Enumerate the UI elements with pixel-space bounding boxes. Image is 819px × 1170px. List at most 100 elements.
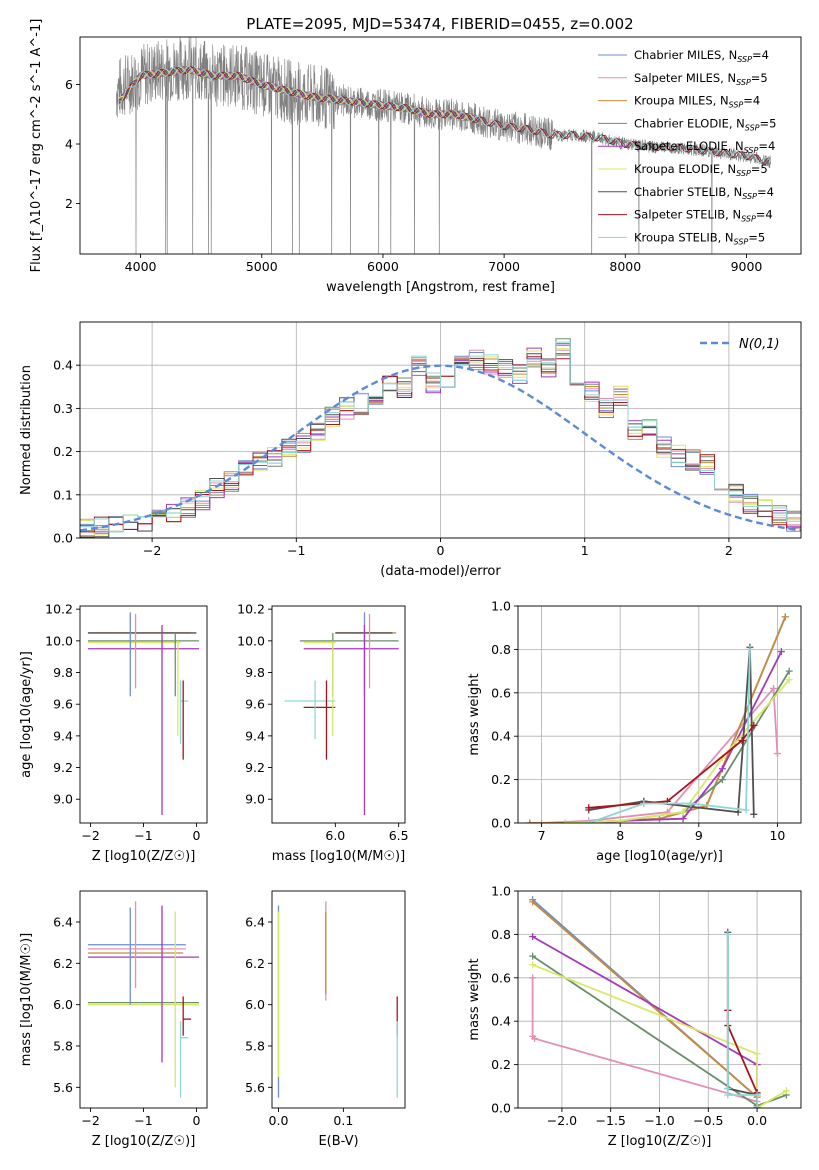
legend-entry-rest: =4 [758,139,775,153]
plot-area [87,901,200,1098]
weight-point-marker [585,819,593,823]
panel-age-vs-mass: 6.0 6.5 9.0 9.2 9.4 9.6 9.8 10.0 10.2 mass [log10… [237,602,408,864]
axes-frame [517,605,802,824]
x-tick-label: 0.0 [747,1113,767,1128]
weight-point-marker [616,817,624,823]
y-tick-label: 9.2 [245,760,265,775]
y-axis-label: Flux [f_λ10^-17 erg cm^-2 s^-1 A^-1] [29,19,44,273]
x-axis-label: E(B-V) [318,1134,358,1149]
panel-weight-vs-Z: −2.0 −1.5 −1.0 −0.5 0.0 0.0 0.2 0.4 0.6 0.8 1.0 Z [… [467,884,802,1149]
x-tick-label: −1 [134,828,152,843]
x-tick-label: 9000 [731,259,763,274]
y-tick-label: 5.6 [245,1080,265,1095]
weight-point-marker [679,815,687,823]
x-tick-label: 2 [725,543,733,558]
figure-title: PLATE=2095, MJD=53474, FIBERID=0455, z=0… [246,15,633,33]
panel-mass-vs-Z: −2 −1 0 5.6 5.8 6.0 6.2 6.4 Z [log10(Z/Z☉)] mass … [19,890,208,1149]
x-tick-label: 7000 [488,259,520,274]
legend-entry: Salpeter STELIB, NSSP=4 [634,208,773,224]
legend-entry: Chabrier STELIB, NSSP=4 [634,185,774,201]
weight-point-marker [529,974,537,982]
x-tick-label: 6.5 [389,828,409,843]
y-tick-label: 5.8 [245,1039,265,1054]
residual-histogram [80,341,801,533]
weight-point-marker [526,819,534,823]
weight-point-marker [538,819,546,823]
y-tick-label: 0.0 [491,816,511,831]
y-tick-label: 0.6 [491,970,511,985]
weight-point-marker [750,810,758,818]
x-tick-label: 6.0 [325,828,345,843]
legend-subscript: SSP [742,192,757,201]
y-tick-label: 6.2 [245,956,265,971]
weight-point-marker [529,933,537,941]
legend-entry: Salpeter ELODIE, NSSP=4 [634,139,775,155]
legend-entry: Kroupa ELODIE, NSSP=5 [634,162,768,178]
x-axis-label: Z [log10(Z/Z☉)] [92,1134,196,1149]
plot-area [80,338,801,538]
weight-point-marker [531,1035,539,1043]
x-tick-label: 6000 [367,259,399,274]
x-tick-label: −2 [81,828,99,843]
y-tick-label: 5.6 [53,1080,73,1095]
panel-mass-vs-EBV: 0.0 0.1 5.6 5.8 6.0 6.2 6.4 E(B-V) [245,890,406,1149]
weight-series-line [532,963,787,1108]
y-axis-label: mass weight [467,673,482,755]
plot-area [87,612,200,816]
weight-point-marker [785,667,793,675]
model-spectrum-line [118,65,771,164]
weight-point-marker [753,1050,761,1058]
weight-point-marker [742,806,750,814]
legend-entry: Chabrier ELODIE, NSSP=5 [634,116,776,132]
axes-frame [271,890,406,1109]
x-tick-label: 0 [437,543,445,558]
y-tick-label: 0.4 [491,729,511,744]
y-tick-label: 9.8 [245,665,265,680]
weight-point-marker [724,1084,732,1092]
x-tick-label: 0 [192,828,200,843]
x-tick-label: −1 [134,1113,152,1128]
x-tick-label: −1 [287,543,305,558]
y-tick-label: 9.0 [245,792,265,807]
legend-subscript: SSP [736,78,751,87]
legend-entry-rest: =4 [743,94,760,108]
weight-point-marker [529,961,537,969]
weight-point-marker [785,676,793,684]
legend-subscript: SSP [737,55,752,64]
x-tick-label: −2 [81,1113,99,1128]
x-tick-label: −2 [143,543,161,558]
y-tick-label: 10.0 [45,633,73,648]
y-axis-label: mass weight [467,958,482,1040]
legend-entry: Chabrier MILES, NSSP=4 [634,48,769,64]
x-axis-label: wavelength [Angstrom, rest frame] [326,280,555,295]
y-tick-label: 0.1 [53,487,73,502]
x-tick-label: 0.1 [333,1113,353,1128]
x-axis-label: mass [log10(M/M☉)] [272,849,405,864]
y-tick-label: 10.2 [45,602,73,617]
observed-spectrum-line [116,37,771,254]
weight-series-line [588,724,755,809]
y-tick-label: 10.0 [237,633,265,648]
x-tick-label: −1.0 [644,1113,674,1128]
legend-subscript: SSP [734,237,749,246]
y-tick-label: 9.6 [245,697,265,712]
y-tick-label: 0.8 [491,927,511,942]
x-tick-label: −2.0 [547,1113,577,1128]
weight-point-marker [753,1091,761,1099]
model-spectrum-line [118,66,771,165]
weight-point-marker [640,799,648,807]
legend-subscript: SSP [736,169,751,178]
legend-subscript: SSP [744,146,759,155]
weight-point-marker [746,645,754,653]
panel-spectrum: Chabrier MILES, NSSP=4 Salpeter MILES, NS… [29,19,802,295]
axes-frame [271,605,406,824]
normal-distribution-curve [80,364,801,532]
plot-area [116,37,771,254]
y-tick-label: 1.0 [491,884,511,899]
legend-entry-rest: =5 [751,162,768,176]
plot-area [529,896,790,1108]
residual-histogram [80,343,801,534]
y-tick-label: 10.2 [237,602,265,617]
y-tick-label: 9.8 [53,665,73,680]
y-tick-label: 0.8 [491,642,511,657]
